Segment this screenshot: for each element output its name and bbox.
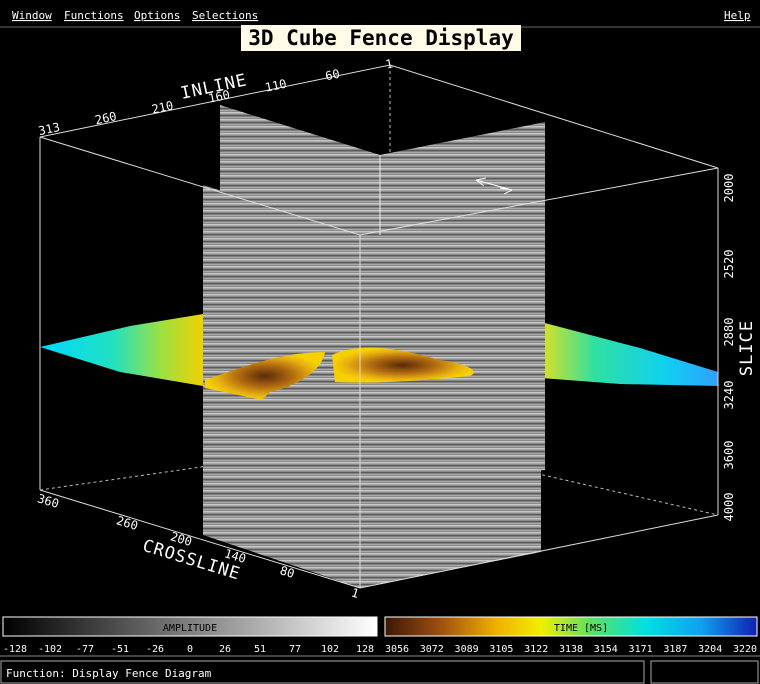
- title-box: [241, 25, 521, 51]
- inline-tick-label: 260: [94, 109, 118, 127]
- crossline-tick-label: 360: [36, 491, 61, 511]
- slice-tick-label: 2000: [722, 174, 736, 203]
- inline-tick-label: 313: [37, 120, 61, 138]
- inline-tick-label: 60: [324, 67, 341, 84]
- colorbar-tick-label: -26: [146, 644, 164, 655]
- colorbar-tick-label: -128: [3, 644, 27, 655]
- colorbar-tick-label: 3122: [524, 644, 548, 655]
- colorbar-tick-label: 102: [321, 644, 339, 655]
- crossline-tick-label: 1: [350, 585, 361, 601]
- slice-tick-label: 2880: [722, 318, 736, 347]
- crossline-tick-label: 200: [169, 529, 194, 549]
- menu-item[interactable]: Selections: [192, 9, 258, 22]
- colorbar-tick-label: 3204: [698, 644, 722, 655]
- colorbar-tick-label: -102: [38, 644, 62, 655]
- horizon-patch-right: [332, 347, 474, 383]
- colorbar-tick-label: 3138: [559, 644, 583, 655]
- cube-edges: [39, 64, 719, 589]
- inline-tick-label: 160: [207, 87, 231, 105]
- menu-item[interactable]: Functions: [64, 9, 124, 22]
- colorbar-tick-label: 3171: [629, 644, 653, 655]
- status-box: [0, 660, 645, 684]
- menu-item[interactable]: Options: [134, 9, 180, 22]
- time-colorbar: [384, 616, 758, 637]
- colorbar-title: AMPLITUDE: [163, 623, 217, 634]
- colorbar-title: TIME [MS]: [554, 623, 608, 634]
- colorbar-tick-label: 3187: [663, 644, 687, 655]
- colorbar-tick-label: 51: [254, 644, 266, 655]
- slice-tick-label: 4000: [722, 493, 736, 522]
- colorbar-tick-label: -77: [76, 644, 94, 655]
- inline-tick-label: 1: [384, 56, 394, 71]
- colorbar-tick-label: 3072: [420, 644, 444, 655]
- inline-tick-label: 110: [264, 77, 288, 95]
- colorbar-tick-label: 3056: [385, 644, 409, 655]
- slice-tick-label: 2520: [722, 250, 736, 279]
- seismic-panel-front-right: [360, 205, 541, 588]
- inline-tick-label: 210: [150, 98, 174, 116]
- slice-tick-label: 3240: [722, 381, 736, 410]
- crossline-tick-label: 140: [223, 546, 248, 566]
- title: 3D Cube Fence Display: [248, 26, 514, 50]
- menu-bar: Window Functions Options Selections: [12, 9, 258, 22]
- amplitude-colorbar: [2, 616, 378, 637]
- crossline-tick-label: 260: [115, 513, 140, 533]
- colorbar-tick-label: 3154: [594, 644, 618, 655]
- horizon-surface-left: [40, 314, 203, 386]
- colorbar-tick-label: 3105: [489, 644, 513, 655]
- slice-tick-label: 3600: [722, 441, 736, 470]
- north-arrow: [475, 177, 513, 195]
- menu-help[interactable]: Help: [724, 9, 751, 22]
- slice-axis-label: SLICE: [737, 320, 757, 376]
- status-text: Function: Display Fence Diagram: [6, 667, 212, 680]
- colorbar-tick-label: 3220: [733, 644, 757, 655]
- colorbar-tick-label: 77: [289, 644, 301, 655]
- colorbar-tick-label: 128: [356, 644, 374, 655]
- colorbar-tick-label: -51: [111, 644, 129, 655]
- colorbar-tick-label: 0: [187, 644, 193, 655]
- colorbar-labels: AMPLITUDE -128 -102 -77 -51 -26 0 26 51 77 102 128 T…: [3, 623, 757, 655]
- menu-item[interactable]: Window: [12, 9, 52, 22]
- status-box-aux: [650, 660, 759, 684]
- colorbar-tick-label: 3089: [455, 644, 479, 655]
- colorbar-tick-label: 26: [219, 644, 231, 655]
- horizon-patch-left: [205, 352, 325, 400]
- horizon-surface-right: [541, 322, 718, 386]
- crossline-tick-label: 80: [278, 563, 296, 581]
